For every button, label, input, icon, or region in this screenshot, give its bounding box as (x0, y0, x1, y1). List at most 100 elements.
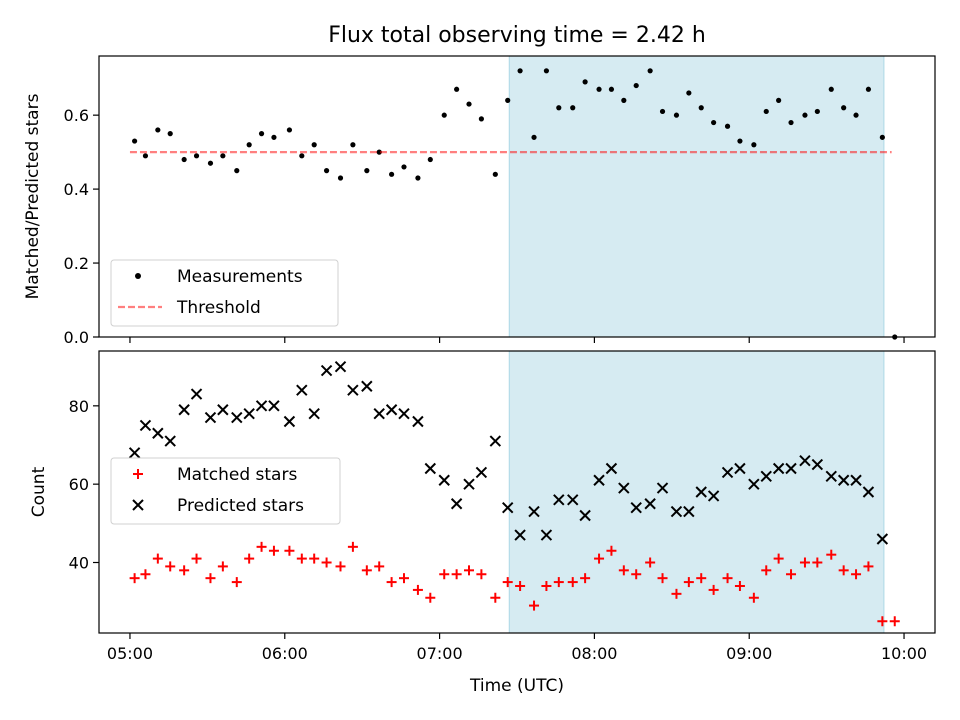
predicted-point-b (748, 478, 760, 490)
predicted-point (152, 427, 164, 439)
matched-point (335, 561, 346, 572)
predicted-point-b (850, 474, 862, 486)
measurement-point (711, 119, 717, 126)
predicted-point-b (567, 494, 579, 506)
matched-point (553, 577, 564, 588)
predicted-point (656, 482, 669, 494)
predicted-point (772, 462, 785, 475)
predicted-point (361, 380, 373, 392)
predicted-point (630, 501, 642, 514)
predicted-point-b (398, 407, 410, 420)
measurement-point (737, 138, 743, 144)
measurement-point (570, 105, 576, 111)
matched-point (708, 584, 719, 595)
bottom-panel: 40 60 80 05:00 06:00 07:00 08:00 09:00 10:00 Co… (29, 350, 936, 696)
measurement-point (271, 134, 277, 140)
predicted-point (683, 505, 695, 518)
matched-point (799, 557, 810, 568)
predicted-point-b (540, 529, 553, 541)
predicted-point-b (837, 474, 850, 486)
measurement-point (181, 156, 187, 163)
x-tick-label: 10:00 (881, 644, 927, 663)
matched-point (165, 561, 176, 572)
predicted-stars-points (128, 360, 889, 545)
measurement-point (763, 108, 769, 115)
predicted-point (850, 474, 862, 486)
measurement-point (505, 97, 511, 103)
matched-point (152, 553, 163, 564)
predicted-point-b (630, 501, 642, 514)
matched-point (256, 541, 267, 552)
measurement-point (427, 156, 433, 163)
measurement-point (543, 68, 550, 74)
bottom-y-ticks: 40 60 80 (69, 397, 99, 573)
predicted-point-b (243, 407, 255, 420)
matched-point (761, 565, 772, 576)
predicted-point-b (178, 404, 190, 416)
predicted-point (243, 407, 255, 420)
measurement-point (155, 127, 161, 133)
matched-point (541, 581, 552, 591)
predicted-point (502, 501, 514, 514)
predicted-point-b (683, 505, 695, 518)
predicted-point (385, 404, 398, 416)
predicted-point-b (217, 404, 229, 416)
matched-point (786, 569, 797, 580)
predicted-point-b (876, 533, 889, 545)
measurement-point (776, 97, 782, 103)
bottom-y-axis-label: Count (29, 466, 49, 517)
predicted-point-b (231, 411, 243, 424)
matched-point (268, 545, 279, 556)
measurement-point (814, 108, 820, 115)
legend-matched-marker (133, 469, 143, 479)
predicted-point-b (656, 482, 669, 494)
matched-point (645, 557, 656, 568)
matched-point (439, 569, 450, 580)
measurement-point (531, 134, 537, 140)
matched-point (580, 573, 591, 584)
measurement-point (207, 160, 214, 166)
predicted-point-b (204, 411, 217, 424)
matched-point (631, 569, 642, 580)
matched-point (567, 577, 578, 588)
legend-measurement-marker (135, 273, 141, 279)
predicted-point-b (296, 384, 308, 396)
measurement-point (802, 112, 808, 118)
predicted-point (283, 415, 296, 428)
measurement-point (788, 119, 794, 126)
predicted-point-b (347, 384, 359, 396)
matched-point (205, 573, 216, 584)
measurement-point (441, 112, 447, 118)
predicted-point-b (593, 474, 605, 486)
predicted-point-b (475, 466, 488, 479)
measurement-point (193, 153, 200, 159)
predicted-point (514, 529, 526, 541)
legend-predicted-label: Predicted stars (177, 496, 304, 516)
measurement-point (633, 82, 639, 89)
bottom-x-ticks: 05:00 06:00 07:00 08:00 09:00 10:00 (107, 633, 927, 663)
predicted-point (528, 505, 540, 518)
predicted-point-b (463, 478, 475, 490)
predicted-point (593, 474, 605, 486)
predicted-point-b (553, 494, 565, 506)
bottom-legend: Matched stars Predicted stars (110, 457, 341, 525)
top-panel: 0.0 0.2 0.4 0.6 Matched/Predicted stars Mea… (23, 55, 936, 347)
y-tick-label: 0.4 (64, 180, 89, 199)
predicted-point-b (361, 380, 373, 392)
predicted-point-b (412, 415, 424, 428)
y-tick-label: 0.2 (64, 254, 89, 273)
top-shaded-region (508, 55, 885, 338)
x-tick-label: 07:00 (417, 644, 463, 663)
matched-point (657, 573, 668, 584)
predicted-point (489, 435, 502, 447)
matched-point (140, 569, 151, 580)
predicted-point-b (579, 509, 591, 522)
matched-point (361, 565, 372, 576)
predicted-point-b (190, 388, 203, 400)
legend-predicted-marker (132, 499, 144, 511)
predicted-point-b (811, 458, 824, 471)
matched-point (398, 573, 409, 584)
top-plot-frame (98, 55, 936, 338)
predicted-point (231, 411, 243, 424)
predicted-point-b (502, 501, 514, 514)
